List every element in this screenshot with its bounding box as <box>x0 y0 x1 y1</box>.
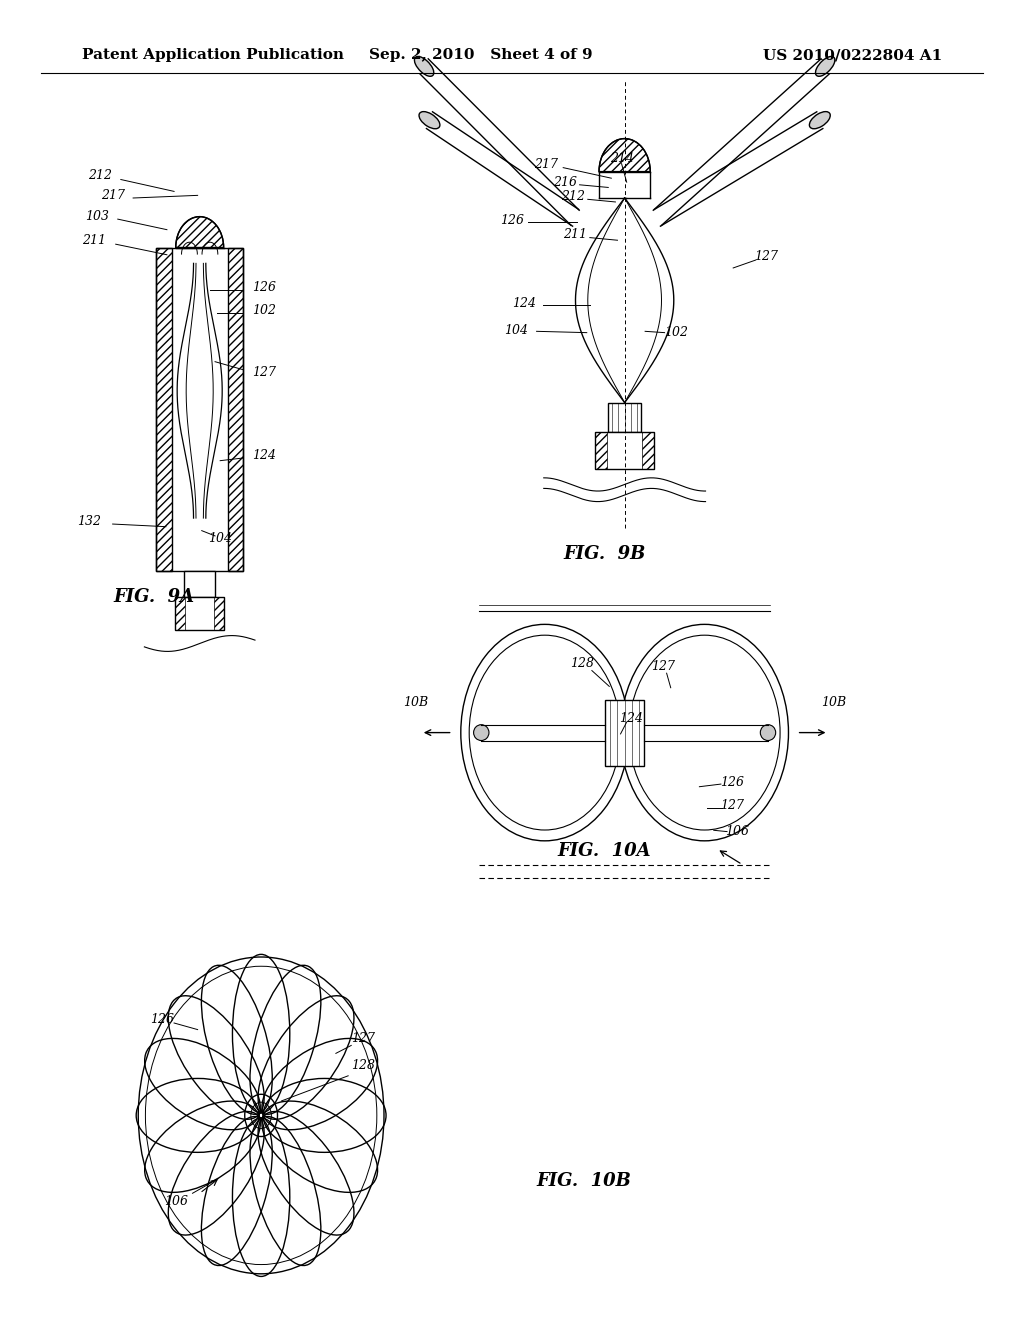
Text: 106: 106 <box>725 825 750 838</box>
Bar <box>228 248 244 572</box>
Ellipse shape <box>415 57 434 77</box>
Bar <box>642 432 654 469</box>
Text: 127: 127 <box>754 249 778 263</box>
Bar <box>184 572 215 598</box>
Text: 103: 103 <box>85 210 110 223</box>
Text: 212: 212 <box>88 169 113 182</box>
Text: 128: 128 <box>351 1059 376 1072</box>
Text: 127: 127 <box>720 799 744 812</box>
Ellipse shape <box>473 725 489 741</box>
Text: 126: 126 <box>500 214 524 227</box>
Text: 212: 212 <box>561 190 586 203</box>
Bar <box>595 432 654 469</box>
Text: FIG.  9B: FIG. 9B <box>563 545 645 564</box>
Text: 127: 127 <box>252 366 276 379</box>
Text: FIG.  9A: FIG. 9A <box>113 587 195 606</box>
Text: 102: 102 <box>664 326 688 339</box>
Text: 126: 126 <box>252 281 276 294</box>
Bar <box>605 700 644 766</box>
Text: 211: 211 <box>563 228 588 242</box>
Text: 128: 128 <box>569 657 594 671</box>
Ellipse shape <box>419 112 440 129</box>
Text: 10B: 10B <box>403 696 428 709</box>
Text: 214: 214 <box>609 152 634 165</box>
Text: 211: 211 <box>82 234 106 247</box>
Text: 126: 126 <box>720 776 744 789</box>
Bar <box>214 598 224 631</box>
Text: US 2010/0222804 A1: US 2010/0222804 A1 <box>763 49 942 62</box>
Text: 127: 127 <box>351 1032 376 1045</box>
Text: 126: 126 <box>150 1012 174 1026</box>
Bar <box>608 403 641 432</box>
Ellipse shape <box>760 725 775 741</box>
Text: 10B: 10B <box>821 696 846 709</box>
Text: 102: 102 <box>252 304 276 317</box>
Text: FIG.  10B: FIG. 10B <box>537 1172 631 1191</box>
Text: 132: 132 <box>77 515 101 528</box>
Text: 104: 104 <box>208 532 232 545</box>
Text: 106: 106 <box>164 1195 188 1208</box>
Text: 124: 124 <box>512 297 537 310</box>
Text: 217: 217 <box>534 158 558 172</box>
Text: Sep. 2, 2010   Sheet 4 of 9: Sep. 2, 2010 Sheet 4 of 9 <box>370 49 593 62</box>
Text: 124: 124 <box>252 449 276 462</box>
Bar <box>175 598 224 631</box>
Text: 127: 127 <box>651 660 676 673</box>
Ellipse shape <box>815 57 835 77</box>
Text: Patent Application Publication: Patent Application Publication <box>82 49 344 62</box>
Text: 217: 217 <box>100 189 125 202</box>
Bar <box>156 248 244 572</box>
Text: FIG.  10A: FIG. 10A <box>557 842 651 861</box>
Text: 104: 104 <box>504 323 528 337</box>
Text: 216: 216 <box>553 176 578 189</box>
Bar <box>175 598 185 631</box>
Bar <box>156 248 171 572</box>
Bar <box>595 432 607 469</box>
Ellipse shape <box>809 112 830 129</box>
Text: 124: 124 <box>618 711 643 725</box>
